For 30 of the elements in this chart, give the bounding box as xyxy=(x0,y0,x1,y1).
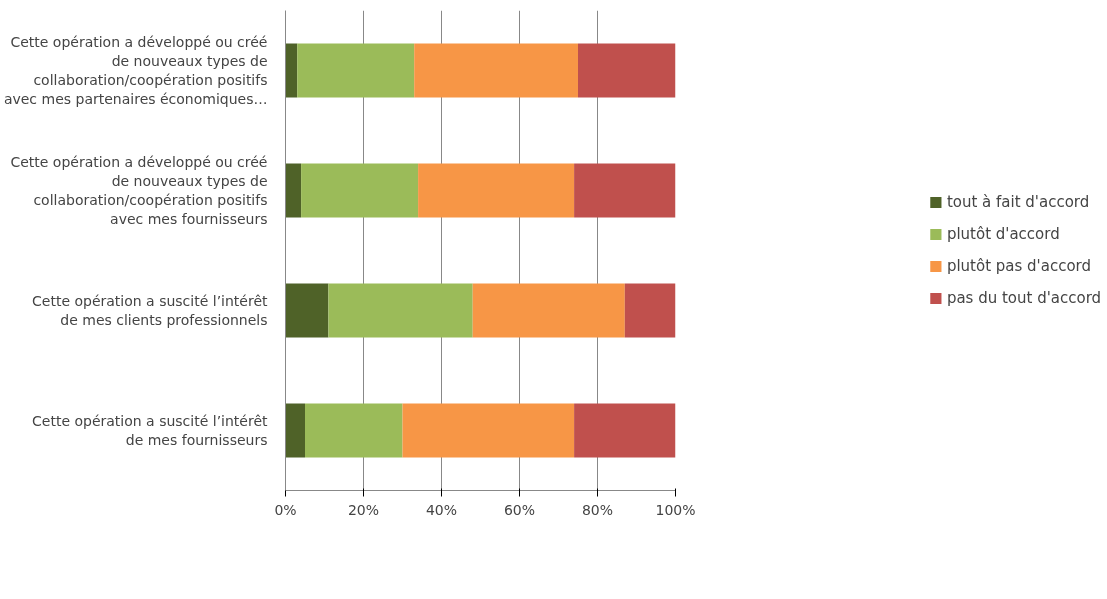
y-tick-label: Cette opération a développé ou créé de nouveaux types de collaboration/coopération positifs avec mes partenaires économiques… xyxy=(3,33,268,108)
bar xyxy=(285,283,329,338)
x-tick-label: 20% xyxy=(347,501,380,518)
bar xyxy=(578,43,676,98)
bar xyxy=(301,163,419,218)
x-tick-label: 100% xyxy=(655,501,696,518)
legend-label: plutôt d'accord xyxy=(946,225,1060,243)
bar xyxy=(305,403,403,458)
bar xyxy=(414,43,578,98)
y-tick-label: Cette opération a développé ou créé de nouveaux types de collaboration/coopération positifs avec mes fournisseurs xyxy=(10,153,268,228)
bar xyxy=(624,283,676,338)
bar xyxy=(472,283,625,338)
bar xyxy=(418,163,575,218)
bar xyxy=(297,43,415,98)
bar xyxy=(285,43,298,98)
x-tick-label: 80% xyxy=(581,501,614,518)
y-tick-label: Cette opération a suscité l’intérêt de mes clients professionnels xyxy=(32,292,269,329)
bar xyxy=(574,403,676,458)
x-tick-label: 60% xyxy=(503,501,536,518)
legend-label: pas du tout d'accord xyxy=(946,289,1102,307)
x-tick-label: 0% xyxy=(274,501,297,518)
bar xyxy=(285,163,302,218)
legend-label: plutôt pas d'accord xyxy=(946,257,1092,275)
x-tick-label: 40% xyxy=(425,501,458,518)
bar xyxy=(328,283,473,338)
bar xyxy=(402,403,575,458)
legend-label: tout à fait d'accord xyxy=(946,193,1090,211)
bar xyxy=(285,403,305,458)
bar xyxy=(574,163,676,218)
y-tick-label: Cette opération a suscité l’intérêt de mes fournisseurs xyxy=(32,412,269,449)
